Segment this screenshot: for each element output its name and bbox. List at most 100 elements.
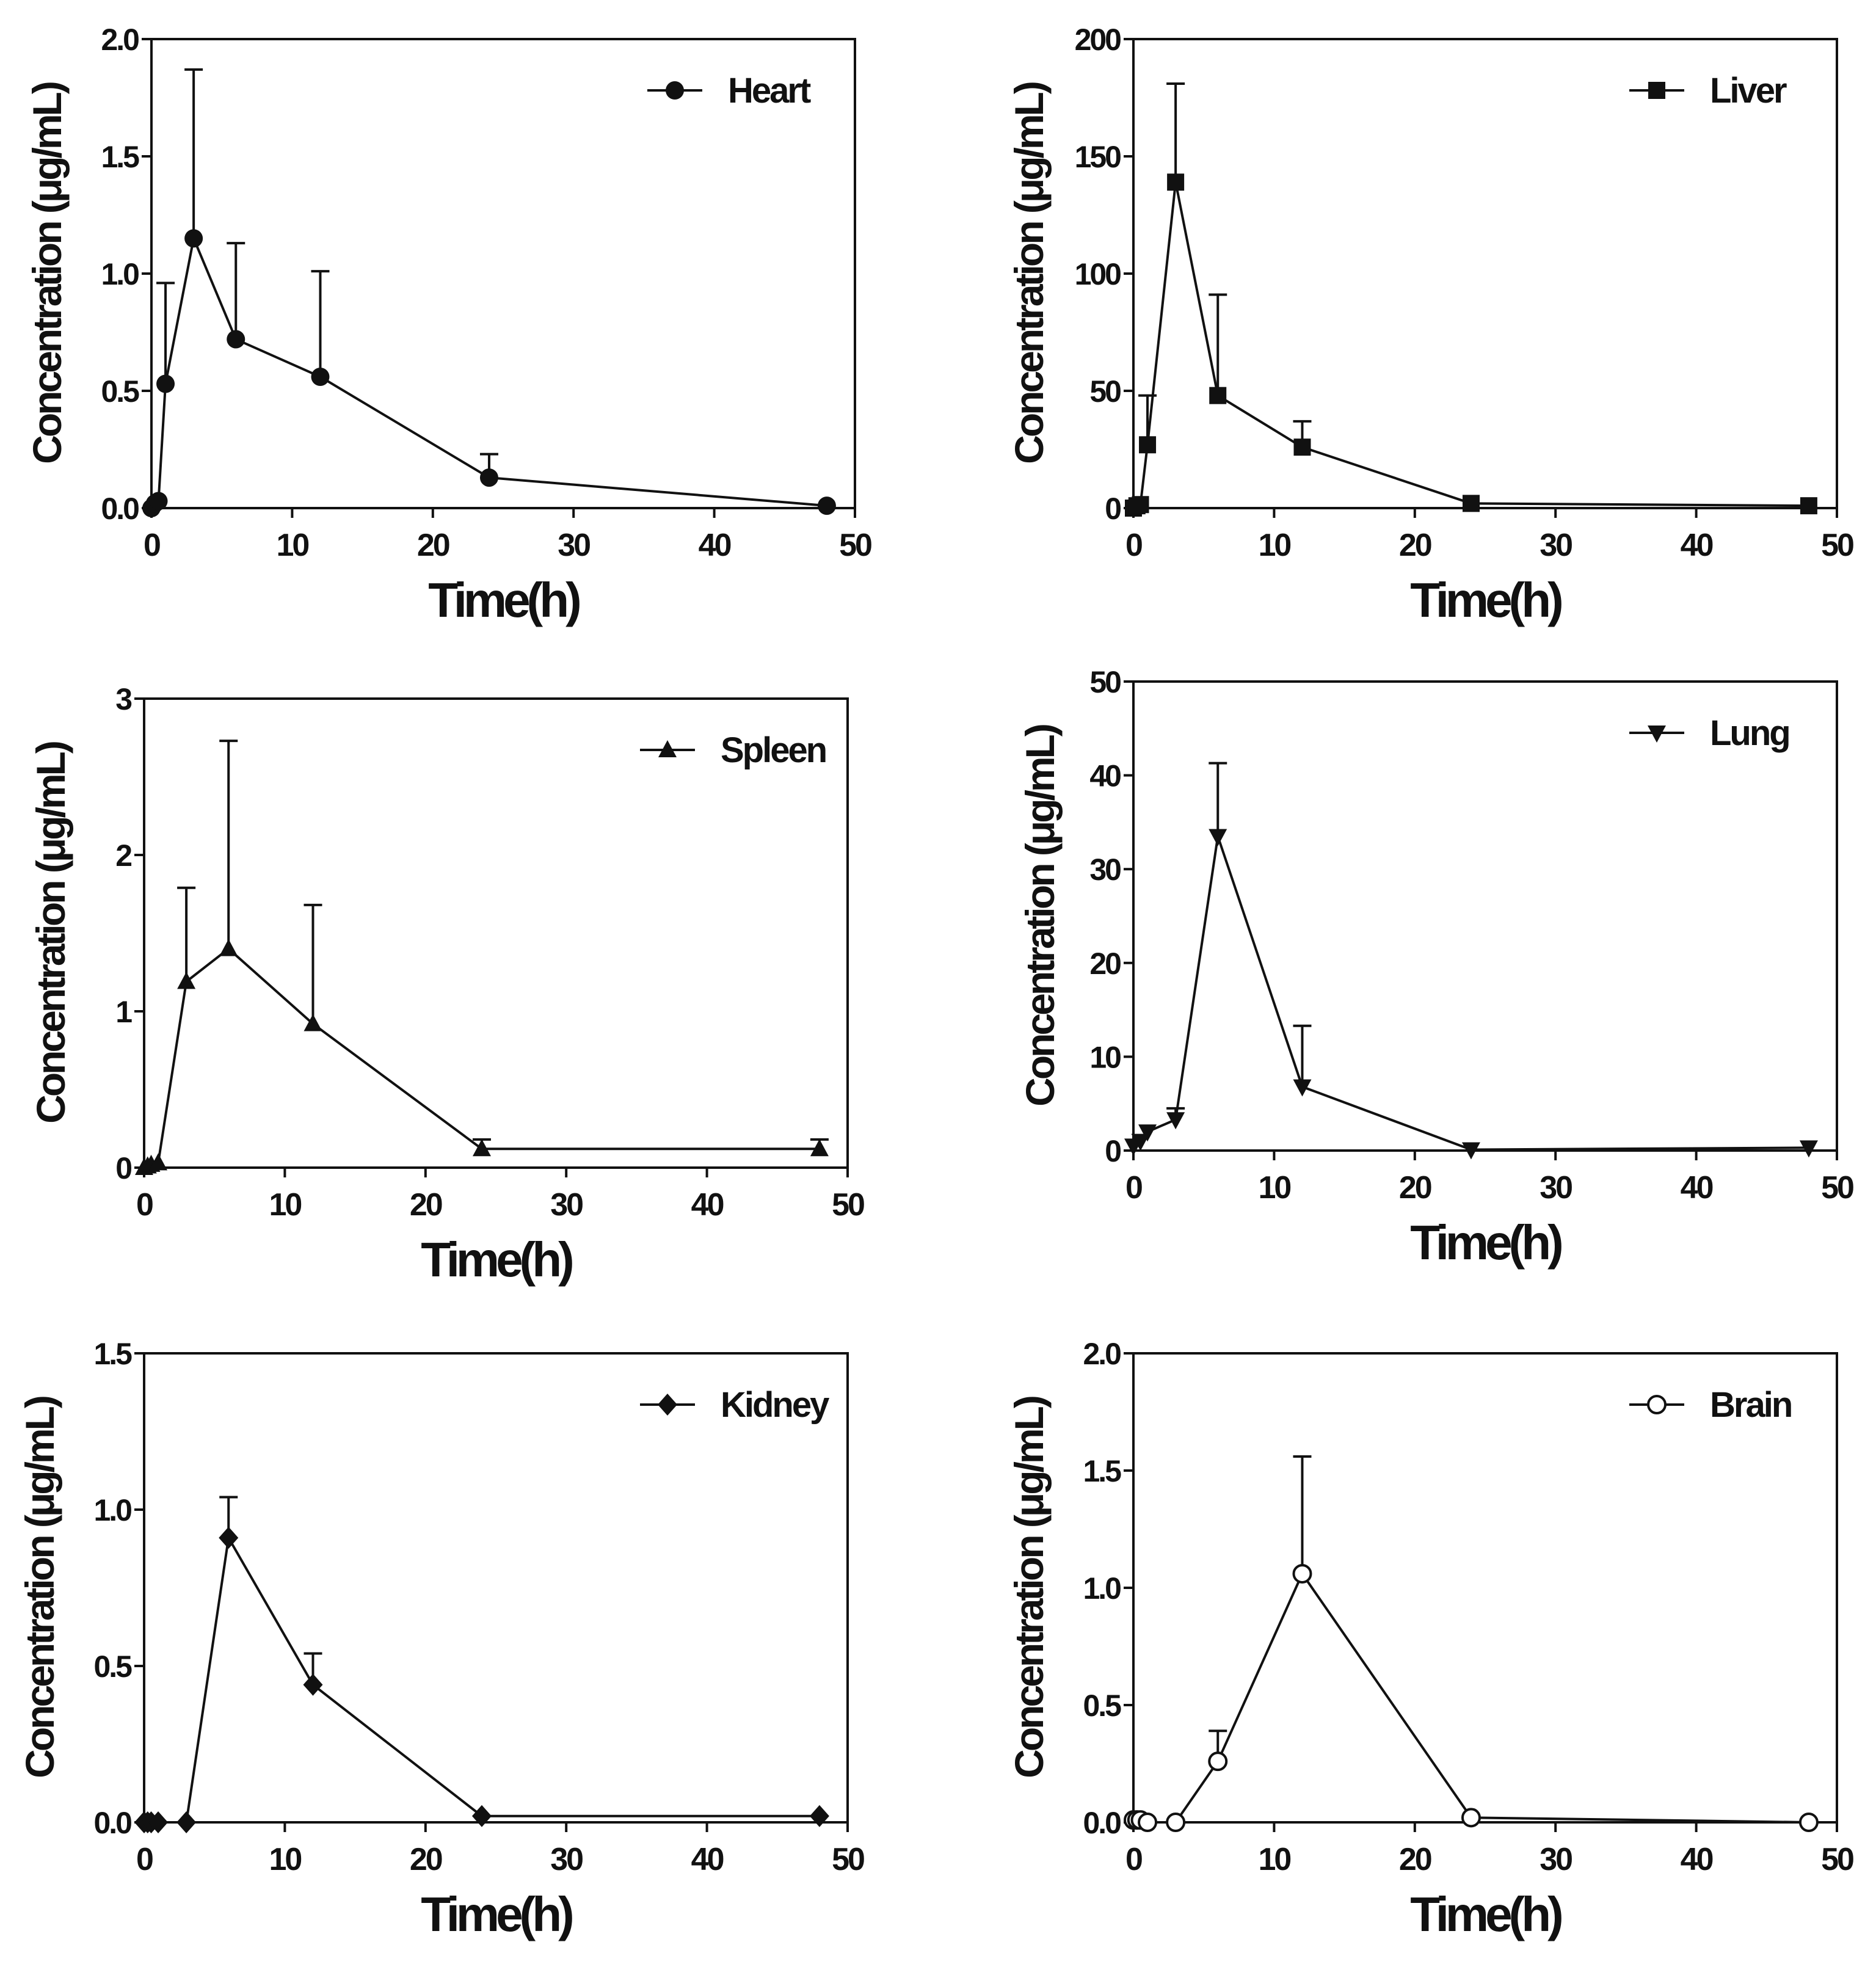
data-point [1138,1813,1158,1832]
data-point [1461,1142,1480,1160]
chart-panel-liver: 0 10 20 30 40 50 0 50 100 150 200 Time(h) Concentrat… [1006,23,1855,627]
data-point [1293,1079,1312,1097]
y-tick-label: 50 [1089,665,1121,699]
x-tick-label: 30 [1540,1842,1572,1877]
data-point [1132,496,1149,514]
data-point [1799,1140,1818,1158]
plot-frame [143,1352,849,1824]
x-tick-label: 0 [1125,1842,1142,1877]
x-axis-label: Time(h) [421,1887,572,1941]
y-tick-label: 3 [115,682,131,716]
x-tick-label: 20 [1399,528,1431,563]
data-point [1167,173,1185,191]
x-axis-label: Time(h) [1410,573,1562,627]
y-tick-label: 1.0 [93,1493,131,1527]
y-tick-label: 1 [115,995,132,1029]
data-point [1209,387,1227,404]
data-point [148,1811,169,1833]
y-tick-label: 30 [1089,853,1121,887]
data-point [817,496,836,515]
data-point [1139,436,1157,454]
x-tick-label: 20 [417,528,449,563]
y-tick-label: 2 [115,838,131,873]
y-axis-label: Concentration (μg/mL) [1006,82,1052,464]
data-point [176,1811,197,1833]
data-point [219,1527,239,1549]
y-tick-label: 10 [1089,1040,1121,1074]
data-point [471,1805,492,1827]
x-axis-label: Time(h) [428,573,580,627]
data-point [1209,829,1227,846]
x-tick-label: 50 [1821,1842,1853,1877]
y-tick-label: 0.5 [93,1649,132,1684]
data-point [1462,495,1480,512]
y-axis-label: Concentration (μg/mL) [28,742,73,1124]
y-tick-label: 0 [115,1151,131,1185]
x-tick-label: 50 [1821,528,1853,563]
x-axis-label: Time(h) [421,1232,572,1287]
data-point [156,374,175,393]
series-line [1132,181,1809,509]
x-tick-label: 10 [276,528,308,563]
data-point [184,229,203,248]
y-tick-label: 150 [1075,140,1121,174]
x-tick-label: 40 [691,1187,724,1223]
x-tick-label: 40 [1681,1842,1713,1877]
y-tick-label: 0.5 [1083,1689,1121,1723]
y-axis-label: Concentration (μg/mL) [1017,725,1063,1107]
y-axis-label: Concentration (μg/mL) [1006,1397,1052,1778]
y-tick-label: 1.0 [1083,1571,1121,1606]
x-tick-label: 0 [1125,1170,1142,1206]
x-tick-label: 30 [1540,528,1572,563]
legend-marker [658,1394,677,1416]
y-tick-label: 40 [1089,759,1121,793]
x-tick-label: 20 [410,1187,442,1223]
legend-label: Spleen [721,730,826,770]
x-tick-label: 10 [1258,1170,1290,1206]
series-line [144,1534,820,1824]
chart-panel-heart: 0 10 20 30 40 50 0.0 0.5 1.0 1.5 2.0 Time(h) Concent… [24,23,873,627]
data-point [1166,1813,1186,1832]
y-tick-label: 100 [1075,257,1121,291]
x-tick-label: 0 [136,1842,153,1877]
y-tick-label: 2.0 [101,23,139,57]
y-tick-label: 1.5 [101,140,139,174]
y-tick-label: 1.5 [1083,1454,1121,1488]
legend-label: Kidney [721,1385,829,1425]
data-point [809,1805,829,1827]
x-tick-label: 0 [144,528,160,563]
data-point [303,1673,323,1696]
x-tick-label: 10 [1258,1842,1290,1877]
legend-label: Heart [728,71,811,111]
series-line [1132,835,1809,1151]
data-point [472,1139,491,1157]
x-tick-label: 10 [1258,528,1290,563]
x-tick-label: 30 [558,528,590,563]
x-tick-label: 20 [1399,1170,1431,1206]
y-tick-label: 1.0 [101,257,139,291]
legend-marker [666,81,684,100]
legend-label: Lung [1710,713,1789,753]
y-tick-label: 0.5 [101,374,139,409]
y-tick-label: 0.0 [93,1806,131,1840]
y-tick-label: 20 [1089,947,1121,981]
x-tick-label: 40 [1681,1170,1713,1206]
legend-label: Liver [1710,71,1787,111]
chart-panel-lung: 0 10 20 30 40 50 0 10 20 30 40 50 Time(h) Concentrati… [1017,665,1855,1270]
data-point [149,492,168,511]
y-tick-label: 200 [1075,23,1121,57]
legend-label: Brain [1710,1385,1791,1425]
x-axis-label: Time(h) [1410,1215,1562,1270]
x-tick-label: 40 [691,1842,724,1877]
chart-panel-spleen: 0 10 20 30 40 50 0 1 2 3 Time(h) Concentration (μg/… [28,682,866,1287]
y-tick-label: 1.5 [93,1337,132,1371]
plot-frame [143,697,849,1169]
y-axis-label: Concentration (μg/mL) [24,82,70,464]
x-tick-label: 40 [699,528,731,563]
y-tick-label: 0 [1105,492,1121,526]
x-tick-label: 10 [269,1187,301,1223]
x-tick-label: 30 [1540,1170,1572,1206]
data-point [177,972,196,989]
data-point [149,1153,168,1171]
